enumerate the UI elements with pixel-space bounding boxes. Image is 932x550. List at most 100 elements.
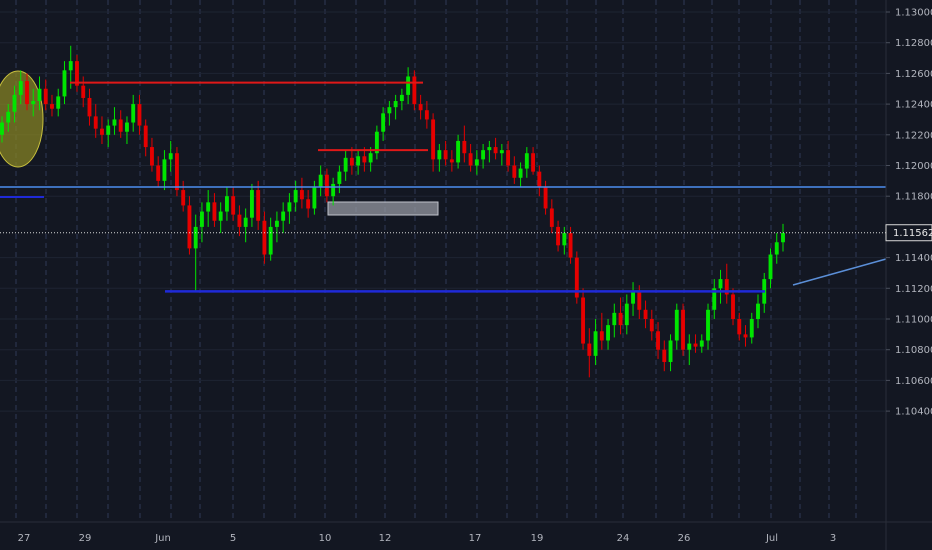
candle-body — [93, 116, 98, 129]
drawings-layer — [0, 70, 439, 216]
candle-body — [118, 119, 123, 132]
candle-body — [256, 190, 261, 221]
candle-body — [593, 331, 598, 356]
candle-body — [81, 85, 86, 98]
trend-line[interactable] — [792, 258, 887, 286]
price-tick-label: 1.12600 — [895, 69, 932, 80]
price-axis[interactable]: 1.13000 1.12800 1.12600 1.12400 1.12200 1.120… — [886, 8, 932, 418]
time-tick-label: Jul — [765, 533, 778, 544]
candle-body — [87, 97, 92, 117]
candle-body — [137, 104, 142, 126]
candle-body — [368, 153, 373, 163]
candle-body — [574, 257, 579, 298]
candle-body — [112, 119, 117, 126]
gray-zone-box — [327, 201, 439, 216]
candle-body — [724, 279, 729, 295]
candle-body — [199, 211, 204, 227]
highlight-ellipse — [0, 70, 44, 168]
price-tick-label: 1.12200 — [895, 130, 932, 141]
candle-body — [6, 111, 11, 123]
candle-body — [606, 325, 610, 341]
candle-body — [293, 190, 298, 203]
candle-body — [187, 205, 192, 249]
candle-body — [281, 211, 286, 221]
candle-body — [518, 168, 523, 178]
candle-body — [150, 147, 154, 166]
candle-body — [68, 61, 73, 71]
candle-body — [175, 153, 179, 191]
candle-body — [237, 214, 242, 227]
time-tick-label: 27 — [18, 533, 31, 544]
candle-body — [356, 156, 361, 166]
candle-body — [418, 104, 423, 111]
candle-body — [374, 131, 379, 154]
candle-body — [668, 340, 673, 362]
candle-body — [262, 220, 267, 255]
price-tick-label: 1.12000 — [895, 161, 932, 172]
candle-body — [493, 147, 498, 154]
candle-body — [456, 140, 461, 163]
candle-body — [274, 220, 279, 227]
candle-body — [399, 94, 404, 102]
candle-body — [324, 174, 329, 197]
candle-body — [249, 190, 254, 218]
candle-body — [56, 96, 61, 109]
price-tick-label: 1.12400 — [895, 100, 932, 111]
candle-body — [131, 104, 136, 123]
candle-body — [612, 312, 617, 326]
candle-body — [656, 331, 660, 350]
candle-body — [468, 153, 473, 166]
price-tick-label: 1.11800 — [895, 192, 932, 203]
candle-body — [143, 125, 148, 148]
candle-body — [268, 226, 273, 255]
last-price-tag: 1.11562 — [885, 224, 932, 242]
candle-body — [462, 140, 467, 154]
candle-body — [431, 119, 436, 160]
candle-body — [100, 128, 104, 135]
candle-body — [549, 208, 554, 227]
time-axis[interactable]: 27 29 Jun 5 10 12 17 19 24 26 Jul 3 — [18, 533, 837, 544]
candle-body — [306, 199, 311, 209]
candle-body — [637, 291, 642, 310]
candle-body — [662, 349, 667, 362]
candle-body — [699, 340, 704, 347]
price-tick-label: 1.12800 — [895, 38, 932, 49]
candle-body — [737, 319, 742, 335]
candle-body — [181, 190, 186, 206]
candle-body — [499, 150, 504, 154]
candle-body — [362, 156, 367, 163]
time-tick-label: 12 — [379, 533, 392, 544]
candle-body — [674, 309, 679, 341]
candle-body — [743, 334, 748, 338]
last-price-label: 1.11562 — [893, 228, 932, 239]
price-tick-label: 1.10600 — [895, 376, 932, 387]
candle-body — [774, 242, 779, 255]
price-tick-label: 1.10400 — [895, 407, 932, 418]
candle-body — [12, 94, 17, 112]
candle-body — [631, 291, 635, 304]
time-tick-label: 26 — [678, 533, 691, 544]
candle-body — [443, 150, 448, 160]
candle-body — [193, 226, 198, 249]
candle-body — [318, 174, 323, 187]
candle-body — [531, 153, 536, 172]
candle-body — [474, 159, 479, 166]
candle-body — [206, 202, 211, 212]
candle-body — [449, 159, 454, 163]
candle-body — [562, 233, 567, 246]
candle-body — [624, 303, 629, 326]
horizontal-grid — [0, 11, 886, 412]
candle-body — [337, 171, 342, 184]
time-tick-label: Jun — [154, 533, 171, 544]
candle-body — [568, 233, 573, 258]
candle-body — [781, 233, 785, 243]
candle-body — [424, 110, 429, 120]
candle-body — [406, 76, 411, 95]
candle-body — [50, 104, 54, 109]
candle-body — [749, 319, 754, 338]
candle-body — [681, 309, 685, 350]
candle-body — [556, 226, 561, 246]
candle-body — [106, 125, 111, 135]
